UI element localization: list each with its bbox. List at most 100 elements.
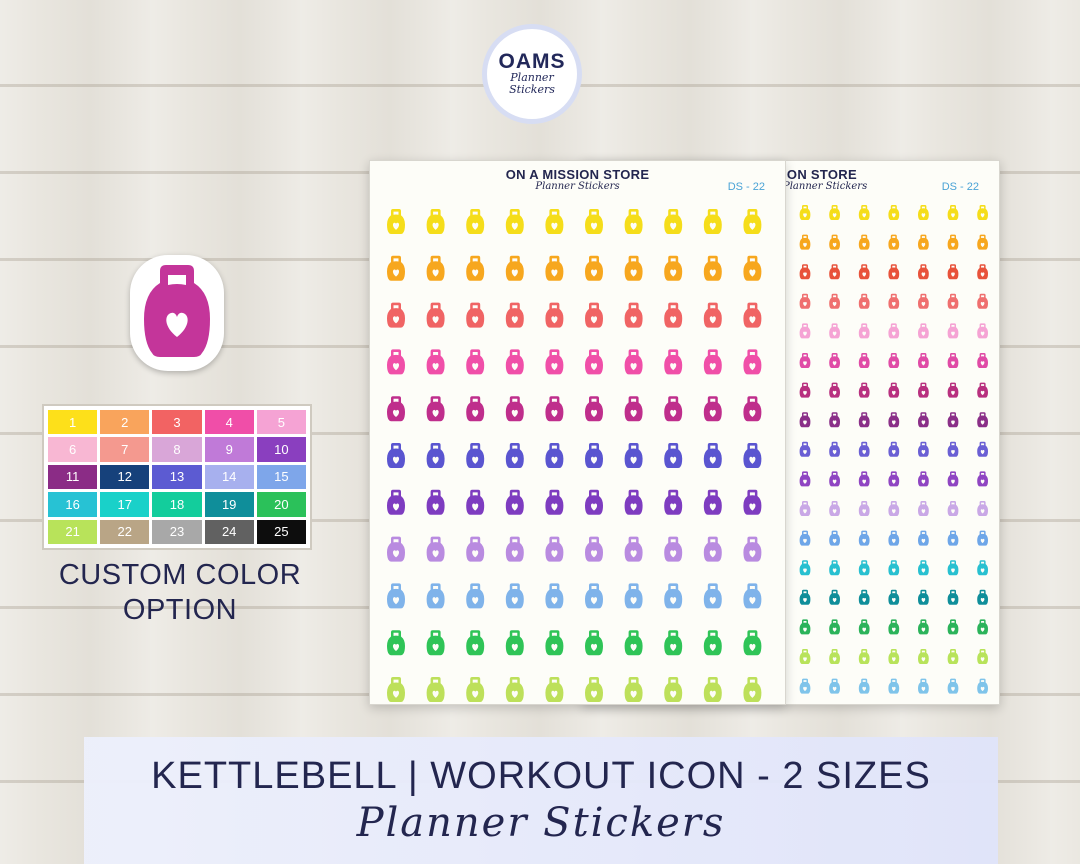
small-sticker-r15-c7: [977, 619, 988, 635]
small-sticker-r14-c6: [947, 589, 959, 605]
small-sticker-r5-c7: [977, 323, 988, 339]
large-sticker-r6-c6: [585, 443, 603, 468]
brand-logo: OAMS Planner Stickers: [482, 24, 582, 124]
large-sticker-r4-c4: [505, 349, 524, 375]
large-sticker-r4-c8: [664, 349, 683, 375]
small-sticker-r11-c3: [858, 501, 870, 516]
sheet-large-code: DS - 22: [727, 181, 765, 193]
small-sticker-r7-c1: [799, 382, 811, 398]
large-sticker-r6-c7: [624, 443, 643, 468]
large-sticker-r1-c8: [664, 209, 683, 234]
small-sticker-r16-c5: [918, 649, 929, 664]
large-sticker-r10-c2: [426, 630, 445, 656]
small-sticker-r13-c4: [888, 560, 900, 576]
small-sticker-r13-c3: [858, 560, 870, 576]
large-sticker-r7-c2: [426, 489, 445, 515]
small-sticker-r15-c5: [918, 619, 929, 635]
color-swatch-1: 1: [48, 410, 98, 435]
small-sticker-r15-c6: [947, 619, 959, 635]
small-sticker-r4-c6: [947, 293, 959, 309]
large-sticker-r10-c6: [585, 630, 603, 656]
small-sticker-r12-c1: [799, 530, 811, 546]
small-sticker-r5-c5: [918, 323, 929, 339]
small-sticker-r2-c2: [829, 234, 840, 250]
color-swatch-4: 4: [204, 410, 254, 435]
large-sticker-r2-c7: [624, 255, 643, 281]
large-sticker-r10-c8: [664, 630, 683, 656]
small-sticker-r3-c7: [977, 264, 988, 280]
logo-sub-text-2: Stickers: [509, 83, 555, 96]
small-sticker-r11-c1: [799, 501, 811, 516]
small-sticker-r17-c4: [888, 678, 900, 694]
large-sticker-r8-c5: [545, 536, 564, 562]
color-swatch-7: 7: [100, 437, 150, 462]
large-sticker-r3-c10: [743, 302, 762, 328]
small-sticker-r4-c4: [888, 293, 900, 309]
large-sticker-r11-c8: [664, 677, 683, 702]
small-sticker-r12-c5: [918, 530, 929, 546]
small-sticker-r5-c1: [799, 323, 811, 339]
large-sticker-r9-c3: [466, 583, 485, 609]
small-sticker-r5-c6: [947, 323, 959, 339]
small-sticker-r14-c3: [858, 589, 870, 605]
large-sticker-r8-c3: [466, 536, 485, 562]
small-sticker-r9-c5: [918, 441, 929, 457]
sheet-large-planner: Planner Stickers: [535, 181, 620, 192]
large-sticker-r9-c7: [624, 583, 643, 609]
small-sticker-r9-c4: [888, 441, 900, 457]
large-sticker-r2-c1: [387, 255, 405, 281]
kettlebell-badge: [130, 255, 224, 371]
large-sticker-r11-c2: [426, 677, 445, 702]
large-sticker-r11-c7: [624, 677, 643, 702]
large-sticker-r5-c1: [387, 396, 405, 422]
large-sticker-r7-c10: [743, 489, 762, 515]
logo-sub-text-1: Planner: [510, 71, 554, 84]
color-swatch-18: 18: [152, 492, 202, 517]
color-swatch-12: 12: [100, 464, 150, 490]
sheet-small-store: ION STORE: [783, 167, 857, 182]
small-sticker-r8-c4: [888, 412, 900, 428]
large-sticker-r8-c10: [743, 536, 762, 562]
large-sticker-r3-c5: [545, 302, 564, 328]
title-banner: [84, 737, 998, 864]
large-sticker-r8-c7: [624, 536, 643, 562]
large-sticker-r11-c1: [387, 677, 405, 702]
large-sticker-r5-c7: [624, 396, 643, 422]
large-sticker-r5-c3: [466, 396, 485, 422]
small-sticker-r6-c1: [799, 353, 811, 368]
large-sticker-r3-c4: [505, 302, 524, 328]
sheet-small-planner: Planner Stickers: [783, 181, 868, 192]
color-swatch-5: 5: [256, 410, 306, 435]
small-sticker-r3-c2: [829, 264, 840, 280]
large-sticker-r5-c10: [743, 396, 762, 422]
small-sticker-r3-c1: [799, 264, 811, 280]
color-swatch-8: 8: [152, 437, 202, 462]
color-swatch-9: 9: [204, 437, 254, 462]
large-sticker-r3-c7: [624, 302, 643, 328]
large-sticker-r9-c2: [426, 583, 445, 609]
small-sticker-r7-c6: [947, 382, 959, 398]
small-sticker-r13-c7: [977, 560, 988, 576]
large-sticker-r1-c9: [703, 209, 722, 234]
small-sticker-r15-c1: [799, 619, 811, 635]
small-sticker-r14-c4: [888, 589, 900, 605]
small-sticker-r5-c4: [888, 323, 900, 339]
small-sticker-r17-c6: [947, 678, 959, 694]
large-sticker-r9-c4: [505, 583, 524, 609]
small-sticker-r14-c1: [799, 589, 811, 605]
large-sticker-r1-c4: [505, 209, 524, 234]
large-sticker-r9-c6: [585, 583, 603, 609]
small-sticker-r11-c2: [829, 501, 840, 516]
color-swatch-20: 20: [256, 492, 306, 517]
large-sticker-r3-c1: [387, 302, 405, 328]
small-sticker-r16-c4: [888, 649, 900, 664]
large-sticker-r1-c10: [743, 209, 762, 234]
color-swatch-2: 2: [100, 410, 150, 435]
small-sticker-r7-c3: [858, 382, 870, 398]
large-sticker-r5-c4: [505, 396, 524, 422]
small-sticker-r11-c4: [888, 501, 900, 516]
small-sticker-r1-c1: [799, 205, 811, 220]
small-sticker-r15-c3: [858, 619, 870, 635]
large-sticker-r9-c10: [743, 583, 762, 609]
sheet-small-code: DS - 22: [941, 181, 979, 193]
